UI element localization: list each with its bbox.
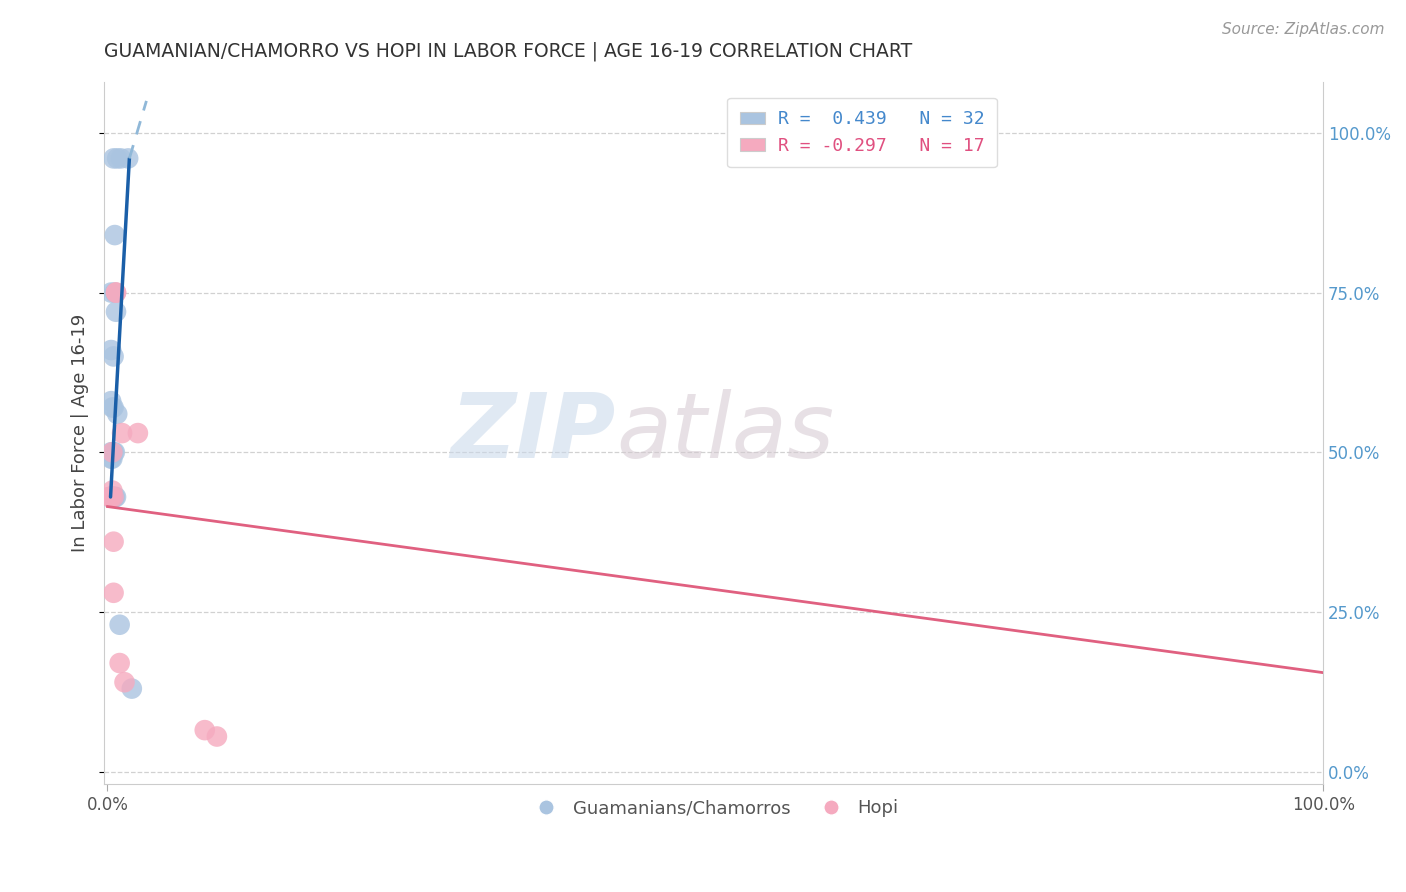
Point [101,490,124,504]
Point [100,451,122,466]
Point [101,483,124,498]
Point [103,350,125,364]
Point [98,490,121,504]
Point [105,490,128,504]
Point [100,343,122,357]
Point [98,490,121,504]
Point [194,723,217,738]
Point [127,426,149,441]
Point [103,534,125,549]
Point [101,490,124,504]
Point [103,586,125,600]
Point [103,490,125,504]
Point [105,285,128,300]
Point [103,401,125,415]
Point [98,490,121,504]
Text: atlas: atlas [616,389,834,477]
Text: GUAMANIAN/CHAMORRO VS HOPI IN LABOR FORCE | AGE 16-19 CORRELATION CHART: GUAMANIAN/CHAMORRO VS HOPI IN LABOR FORC… [104,42,912,62]
Point [114,675,136,690]
Point [108,617,131,632]
Point [103,490,125,504]
Point [100,490,122,504]
Point [100,490,122,504]
Point [100,490,122,504]
Point [103,152,125,166]
Point [98,490,121,504]
Point [105,152,128,166]
Point [108,656,131,670]
Point [100,394,122,409]
Point [104,285,127,300]
Point [101,445,124,459]
Point [100,490,122,504]
Point [111,426,134,441]
Point [104,490,127,504]
Point [121,681,143,696]
Point [117,152,139,166]
Y-axis label: In Labor Force | Age 16-19: In Labor Force | Age 16-19 [72,314,89,552]
Point [103,445,125,459]
Point [104,228,127,243]
Point [101,451,124,466]
Text: ZIP: ZIP [451,389,616,477]
Point [105,285,128,300]
Point [104,445,127,459]
Point [101,401,124,415]
Point [110,152,132,166]
Point [205,730,228,744]
Point [105,304,128,318]
Point [103,490,125,504]
Point [105,407,128,421]
Point [100,490,122,504]
Text: Source: ZipAtlas.com: Source: ZipAtlas.com [1222,22,1385,37]
Point [100,285,122,300]
Point [100,445,122,459]
Legend: Guamanians/Chamorros, Hopi: Guamanians/Chamorros, Hopi [522,792,905,824]
